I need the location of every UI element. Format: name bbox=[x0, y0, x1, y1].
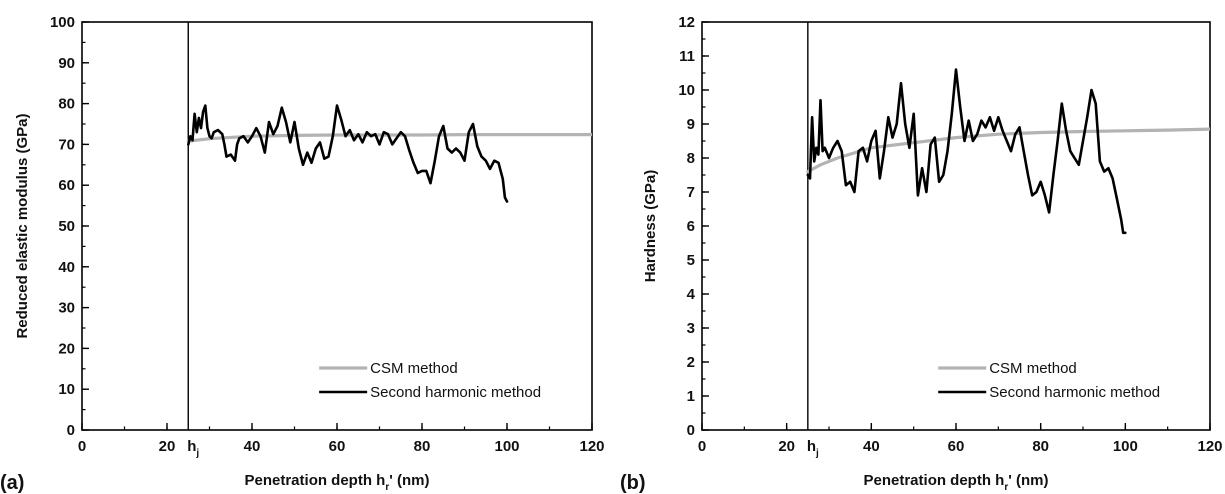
series-line-second-harmonic bbox=[806, 68, 1127, 235]
hj-marker-label-main: h bbox=[187, 438, 196, 455]
panel-label: (a) bbox=[0, 472, 24, 494]
x-axis-title-sub: r bbox=[385, 482, 389, 493]
hj-marker-label-sub: j bbox=[815, 448, 819, 459]
series-line-second-harmonic bbox=[187, 104, 509, 203]
y-tick-label: 90 bbox=[58, 55, 75, 72]
panel-label: (b) bbox=[620, 472, 646, 494]
y-tick-label: 10 bbox=[678, 82, 695, 99]
y-tick-label: 0 bbox=[687, 422, 695, 439]
y-tick-label: 6 bbox=[687, 218, 695, 235]
y-tick-label: 0 bbox=[67, 422, 75, 439]
y-tick-label: 11 bbox=[679, 48, 695, 65]
x-tick-label: 0 bbox=[698, 438, 706, 455]
y-tick-label: 50 bbox=[58, 218, 75, 235]
x-axis-title-main: Penetration depth h bbox=[864, 472, 1005, 489]
y-tick-label: 7 bbox=[687, 184, 695, 201]
y-tick-label: 100 bbox=[50, 14, 75, 31]
x-tick-label: 120 bbox=[1197, 438, 1222, 455]
x-tick-label: 60 bbox=[948, 438, 965, 455]
x-tick-label: 100 bbox=[494, 438, 519, 455]
x-axis-title: Penetration depth hr' (nm) bbox=[864, 472, 1049, 493]
y-tick-label: 5 bbox=[687, 252, 695, 269]
x-axis-title-tail: ' (nm) bbox=[389, 472, 429, 489]
legend-label: Second harmonic method bbox=[989, 384, 1160, 401]
y-tick-label: 20 bbox=[58, 340, 75, 357]
x-axis-title-tail: ' (nm) bbox=[1008, 472, 1048, 489]
x-tick-label: 80 bbox=[414, 438, 431, 455]
y-tick-label: 12 bbox=[678, 14, 695, 31]
hj-marker-label: hj bbox=[187, 438, 199, 459]
hj-marker-label-main: h bbox=[807, 438, 816, 455]
x-tick-label: 20 bbox=[778, 438, 795, 455]
x-axis-title-main: Penetration depth h bbox=[245, 472, 386, 489]
y-axis-title: Reduced elastic modulus (GPa) bbox=[14, 113, 31, 338]
y-tick-label: 80 bbox=[58, 96, 75, 113]
y-tick-label: 10 bbox=[58, 381, 75, 398]
chart-panel-a: 0 20 40 60 80 100 120 0 10 20 30 40 50 60 70 80 90 100 hj C… bbox=[0, 14, 605, 494]
y-tick-label: 9 bbox=[687, 116, 695, 133]
x-tick-label: 100 bbox=[1113, 438, 1138, 455]
legend-label: CSM method bbox=[989, 360, 1077, 377]
y-tick-label: 60 bbox=[58, 177, 75, 194]
hj-marker-label: hj bbox=[807, 438, 819, 459]
hj-marker-label-sub: j bbox=[195, 448, 199, 459]
y-tick-label: 70 bbox=[58, 136, 75, 153]
y-tick-label: 2 bbox=[687, 354, 695, 371]
legend-label: Second harmonic method bbox=[370, 384, 541, 401]
x-tick-label: 40 bbox=[244, 438, 261, 455]
y-tick-label: 8 bbox=[687, 150, 695, 167]
series-line-csm bbox=[186, 133, 592, 143]
legend-label: CSM method bbox=[370, 360, 458, 377]
x-tick-label: 0 bbox=[78, 438, 86, 455]
x-tick-label: 80 bbox=[1032, 438, 1049, 455]
y-tick-label: 30 bbox=[58, 300, 75, 317]
x-tick-label: 120 bbox=[579, 438, 604, 455]
x-tick-label: 20 bbox=[159, 438, 176, 455]
y-tick-label: 40 bbox=[58, 259, 75, 276]
y-tick-label: 3 bbox=[687, 320, 695, 337]
x-axis-title-sub: r bbox=[1004, 482, 1008, 493]
x-tick-label: 60 bbox=[329, 438, 346, 455]
y-tick-label: 1 bbox=[687, 388, 695, 405]
x-tick-label: 40 bbox=[863, 438, 880, 455]
x-axis-title: Penetration depth hr' (nm) bbox=[245, 472, 430, 493]
y-axis-title: Hardness (GPa) bbox=[642, 170, 659, 283]
y-tick-label: 4 bbox=[687, 286, 696, 303]
